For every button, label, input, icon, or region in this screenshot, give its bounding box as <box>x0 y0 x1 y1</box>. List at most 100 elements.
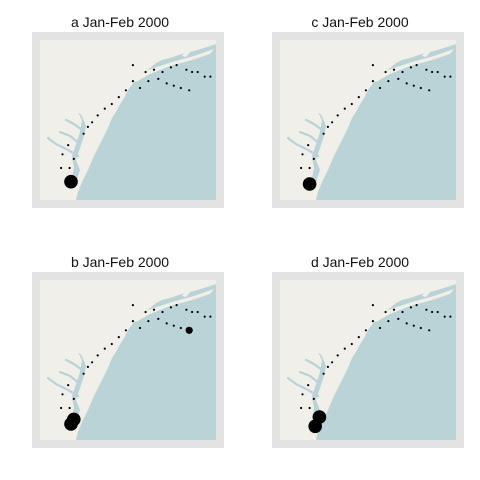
station-point <box>185 68 188 71</box>
station-point <box>131 80 134 83</box>
station-marker-large <box>308 419 322 434</box>
station-point <box>152 308 156 311</box>
station-point <box>82 132 85 135</box>
station-point <box>428 329 431 332</box>
cape-cod <box>182 283 196 297</box>
station-point <box>364 329 367 332</box>
station-point <box>165 322 168 325</box>
station-point <box>425 308 428 311</box>
station-point <box>175 304 178 307</box>
station-point <box>61 393 64 396</box>
station-point <box>110 342 113 346</box>
station-point <box>157 317 160 320</box>
station-point <box>60 166 63 170</box>
station-point <box>401 310 404 314</box>
station-point <box>144 310 147 314</box>
station-point <box>152 68 156 71</box>
station-point <box>322 132 325 135</box>
station-point <box>67 144 70 147</box>
land-mass <box>280 40 456 200</box>
station-point <box>209 75 212 78</box>
station-point <box>196 70 199 74</box>
station-point <box>144 70 147 74</box>
station-point <box>307 384 310 387</box>
station-point <box>124 329 127 332</box>
station-point <box>371 304 374 307</box>
delaware-bay <box>104 112 116 140</box>
station-point <box>387 80 390 83</box>
station-point <box>161 310 164 314</box>
long-island <box>372 49 454 82</box>
station-point <box>209 315 212 318</box>
station-point <box>161 70 164 74</box>
station-marker-large <box>64 174 78 189</box>
station-point <box>117 336 120 339</box>
station-point <box>203 75 206 78</box>
station-point <box>308 406 311 410</box>
station-point <box>165 82 168 85</box>
station-point <box>124 89 127 92</box>
station-point <box>91 121 94 124</box>
station-point <box>405 82 408 85</box>
station-point <box>117 96 120 99</box>
station-point <box>301 153 304 156</box>
station-point <box>169 66 172 69</box>
station-point <box>72 157 75 160</box>
cape-cod <box>422 43 436 57</box>
station-point <box>196 310 199 314</box>
station-point <box>343 107 346 110</box>
station-point <box>436 70 439 74</box>
river-channels <box>46 358 84 398</box>
river-channels <box>46 118 84 158</box>
station-point <box>436 310 439 314</box>
map-panel-c: c Jan-Feb 2000 <box>240 0 480 240</box>
station-point <box>419 326 422 330</box>
panel-title: b Jan-Feb 2000 <box>70 254 170 270</box>
panel-title: a Jan-Feb 2000 <box>70 14 170 30</box>
station-point <box>331 361 334 364</box>
station-point <box>131 304 134 307</box>
station-point <box>61 153 64 156</box>
station-point <box>357 336 360 339</box>
station-point <box>428 89 431 92</box>
station-point <box>169 306 172 309</box>
station-point <box>401 70 404 74</box>
station-marker-large <box>302 177 317 191</box>
cape-cod <box>422 283 436 297</box>
station-point <box>371 320 374 323</box>
map-canvas <box>32 272 224 448</box>
station-point <box>68 166 71 170</box>
station-point <box>392 68 396 71</box>
station-point <box>425 68 428 71</box>
station-point <box>419 86 422 90</box>
station-point <box>336 114 339 117</box>
station-point <box>350 342 353 346</box>
delaware-bay <box>344 112 356 140</box>
station-point <box>371 80 374 83</box>
station-point <box>300 406 303 410</box>
station-point <box>82 372 85 375</box>
panel-title: c Jan-Feb 2000 <box>311 14 409 30</box>
station-point <box>397 77 400 80</box>
station-point <box>449 75 452 78</box>
station-point <box>191 70 194 74</box>
station-point <box>443 75 446 78</box>
station-point <box>91 361 94 364</box>
delaware-bay <box>104 352 116 380</box>
station-point <box>110 102 113 106</box>
station-point <box>103 107 106 110</box>
map-canvas <box>272 272 464 448</box>
station-point <box>312 397 315 400</box>
station-point <box>371 64 374 67</box>
station-point <box>301 393 304 396</box>
station-point <box>179 326 182 330</box>
station-point <box>308 166 311 170</box>
station-point <box>138 326 142 330</box>
station-point <box>147 80 150 83</box>
station-point <box>86 125 89 128</box>
map-panel-a: a Jan-Feb 2000 <box>0 0 240 240</box>
station-point <box>60 406 63 410</box>
station-point <box>172 84 175 87</box>
station-point <box>392 308 396 311</box>
station-point <box>138 86 142 90</box>
